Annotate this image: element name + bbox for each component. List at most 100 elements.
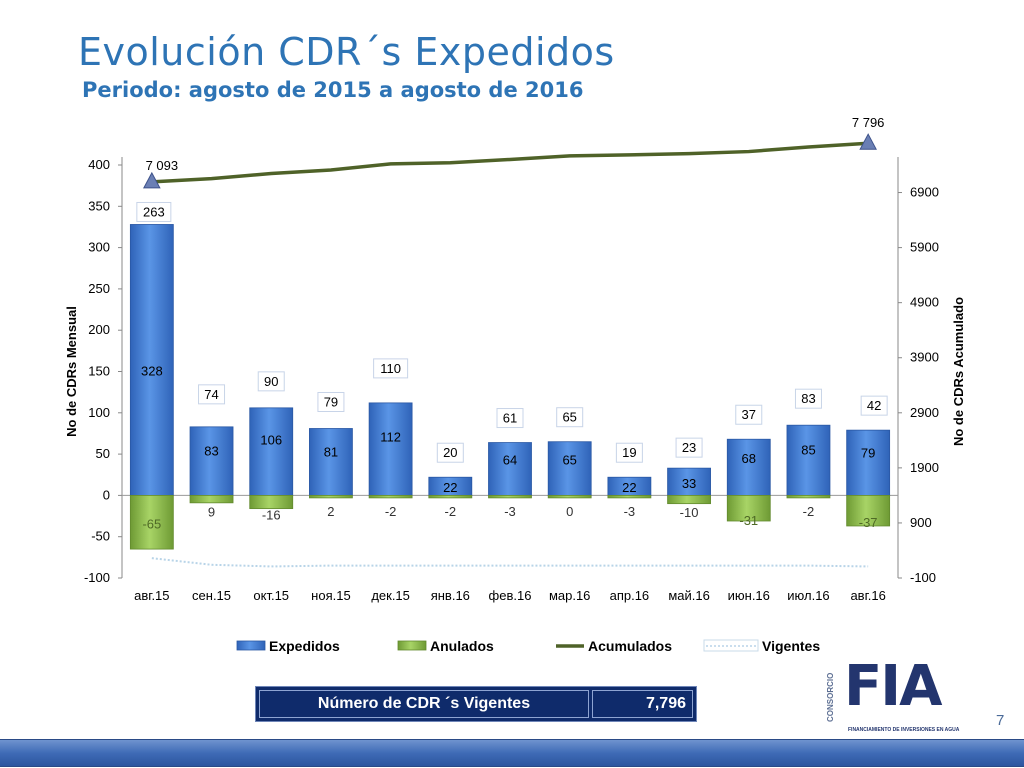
logo-tagline: FINANCIAMIENTO DE INVERSIONES EN AGUA <box>848 727 960 733</box>
expedidos-value-label: 22 <box>443 480 457 495</box>
acumulados-start-label: 7 093 <box>146 158 179 173</box>
x-tick-label: июл.16 <box>787 588 829 603</box>
logo-vertical-text: CONSORCIO <box>826 672 835 722</box>
expedidos-bar <box>129 224 174 496</box>
anulados-bar <box>488 494 532 499</box>
expedidos-value-label: 65 <box>562 452 576 467</box>
expedidos-value-label: 64 <box>503 453 517 468</box>
x-tick-label: янв.16 <box>431 588 470 603</box>
legend-swatch <box>236 640 266 651</box>
legend-swatch <box>397 640 427 651</box>
net-value-label: 83 <box>801 391 815 406</box>
x-tick-label: сен.15 <box>192 588 231 603</box>
legend-label: Expedidos <box>269 638 340 654</box>
y2-tick-label: 6900 <box>910 185 939 200</box>
net-value-label: 263 <box>143 204 165 219</box>
y-tick-label: 50 <box>96 446 110 461</box>
x-tick-label: ноя.15 <box>311 588 351 603</box>
net-value-label: 42 <box>867 398 881 413</box>
x-tick-label: авг.16 <box>850 588 885 603</box>
legend-label: Vigentes <box>762 638 820 654</box>
x-tick-label: фев.16 <box>489 588 532 603</box>
summary-label: Número de CDR ´s Vigentes <box>259 690 589 718</box>
anulados-value-label: -16 <box>262 507 281 522</box>
y-tick-label: 300 <box>88 240 110 255</box>
expedidos-bar <box>846 429 891 496</box>
anulados-bar <box>249 494 294 510</box>
anulados-value-label: -3 <box>624 504 636 519</box>
net-value-label: 90 <box>264 374 278 389</box>
anulados-bar <box>667 494 711 505</box>
net-label-box <box>257 371 285 392</box>
anulados-value-label: -2 <box>803 504 815 519</box>
anulados-bar <box>428 494 473 499</box>
y-tick-label: 200 <box>88 322 110 337</box>
x-tick-label: июн.16 <box>728 588 770 603</box>
anulados-bar <box>786 494 831 499</box>
anulados-value-label: -31 <box>739 513 758 528</box>
expedidos-value-label: 106 <box>260 433 282 448</box>
y-tick-label: 350 <box>88 198 110 213</box>
anulados-value-label: 0 <box>566 504 573 519</box>
cdr-chart: -100-50050100150200250300350400-10090019… <box>64 115 966 654</box>
fia-logo: CONSORCIO FIA FINANCIAMIENTO DE INVERSIO… <box>826 652 962 738</box>
expedidos-bar <box>309 428 353 496</box>
expedidos-bar <box>726 438 771 496</box>
expedidos-value-label: 68 <box>742 451 756 466</box>
expedidos-bar <box>488 442 532 496</box>
anulados-bar <box>129 494 174 550</box>
anulados-value-label: 9 <box>208 505 215 520</box>
acumulados-marker <box>859 133 877 150</box>
anulados-value-label: -2 <box>445 504 457 519</box>
anulados-value-label: -37 <box>859 515 878 530</box>
anulados-bar <box>309 494 353 499</box>
net-label-box <box>198 384 226 405</box>
page-number: 7 <box>996 712 1005 729</box>
y-tick-label: -100 <box>84 570 110 585</box>
net-value-label: 37 <box>742 407 756 422</box>
expedidos-value-label: 328 <box>141 364 163 379</box>
anulados-bar <box>368 494 413 499</box>
acumulados-marker <box>143 171 161 189</box>
acumulados-end-label: 7 796 <box>852 115 885 130</box>
net-label-box <box>317 391 345 412</box>
net-value-label: 61 <box>503 411 517 426</box>
y-tick-label: -50 <box>91 529 110 544</box>
net-label-box <box>675 437 703 458</box>
net-label-box <box>860 395 888 416</box>
x-tick-label: мар.16 <box>549 588 590 603</box>
y2-tick-label: -100 <box>910 570 936 585</box>
expedidos-value-label: 33 <box>682 476 696 491</box>
anulados-value-label: -3 <box>504 504 516 519</box>
anulados-value-label: -2 <box>385 504 397 519</box>
expedidos-bar <box>547 441 592 496</box>
slide-title: Evolución CDR´s Expedidos <box>78 30 615 74</box>
y2-tick-label: 1900 <box>910 460 939 475</box>
summary-value: 7,796 <box>592 690 693 718</box>
anulados-bar <box>189 494 234 504</box>
anulados-bar <box>726 494 771 522</box>
y2-tick-label: 4900 <box>910 295 939 310</box>
anulados-value-label: -65 <box>142 516 161 531</box>
anulados-bar <box>846 494 891 527</box>
vigentes-summary-table: Número de CDR ´s Vigentes 7,796 <box>255 686 697 722</box>
x-tick-label: апр.16 <box>610 588 650 603</box>
x-tick-label: авг.15 <box>134 588 169 603</box>
y2-axis-title: No de CDRs Acumulado <box>951 297 966 446</box>
expedidos-bar <box>189 426 234 496</box>
y-axis-title: No de CDRs Mensual <box>64 306 79 437</box>
legend-label: Anulados <box>430 638 494 654</box>
net-label-box <box>794 388 822 409</box>
anulados-value-label: 2 <box>327 504 334 519</box>
x-tick-label: окт.15 <box>253 588 289 603</box>
legend-label: Acumulados <box>588 638 672 654</box>
x-tick-label: май.16 <box>668 588 710 603</box>
net-value-label: 20 <box>443 445 457 460</box>
y-tick-label: 0 <box>103 487 110 502</box>
expedidos-value-label: 85 <box>801 443 815 458</box>
net-value-label: 23 <box>682 440 696 455</box>
expedidos-value-label: 83 <box>204 444 218 459</box>
net-value-label: 79 <box>324 394 338 409</box>
vigentes-line <box>151 557 869 568</box>
net-label-box <box>373 358 409 379</box>
